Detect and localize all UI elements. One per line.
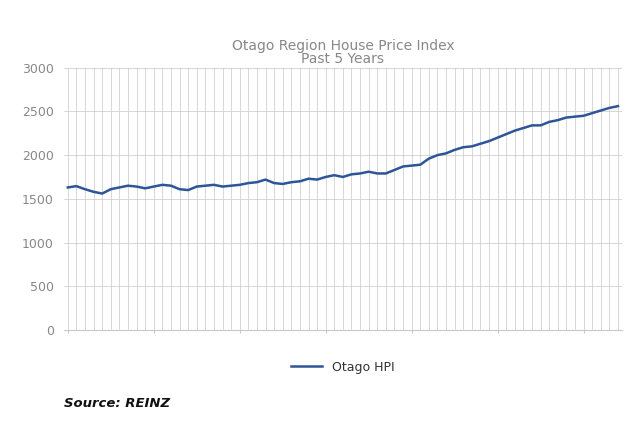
Legend: Otago HPI: Otago HPI bbox=[286, 356, 400, 379]
Otago HPI bbox=[236, 182, 244, 187]
Text: Source: REINZ: Source: REINZ bbox=[64, 397, 170, 410]
Text: Past 5 Years: Past 5 Years bbox=[302, 52, 384, 66]
Otago HPI bbox=[356, 171, 364, 176]
Otago HPI bbox=[614, 104, 622, 109]
Otago HPI bbox=[545, 119, 553, 124]
Otago HPI bbox=[98, 191, 106, 196]
Otago HPI bbox=[201, 183, 209, 188]
Otago HPI bbox=[305, 176, 312, 181]
Text: Otago Region House Price Index: Otago Region House Price Index bbox=[232, 39, 454, 53]
Otago HPI bbox=[64, 185, 72, 190]
Otago HPI bbox=[597, 108, 605, 113]
Line: Otago HPI: Otago HPI bbox=[68, 106, 618, 194]
